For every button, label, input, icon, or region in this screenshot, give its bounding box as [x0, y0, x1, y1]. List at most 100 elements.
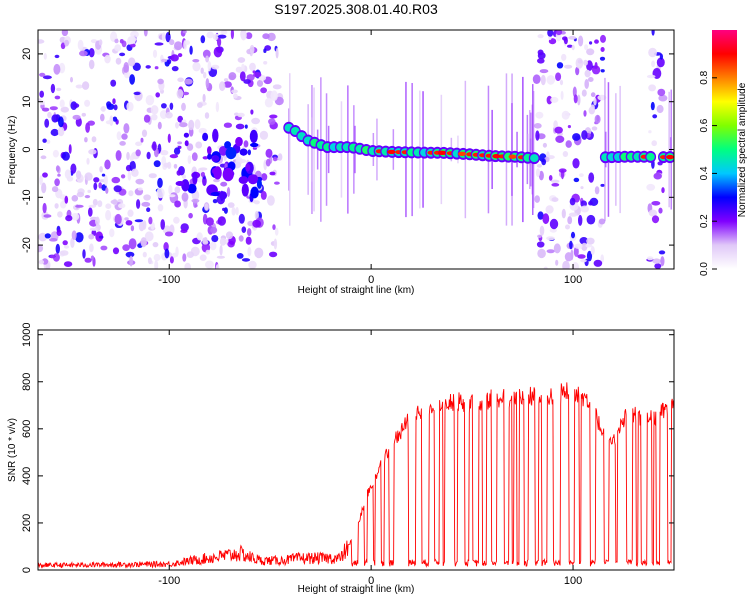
noise-blob [590, 104, 595, 111]
noise-blob [91, 136, 97, 143]
snr-y-tick-label: 0 [21, 567, 33, 573]
noise-blob [566, 44, 573, 48]
noise-blob [600, 69, 605, 73]
noise-blob [535, 168, 541, 178]
noise-blob [539, 225, 545, 236]
smear-streak [288, 108, 290, 191]
smear-streak [505, 73, 508, 226]
noise-blob [50, 128, 59, 137]
noise-blob [263, 48, 267, 53]
noise-blob [81, 112, 87, 117]
noise-blob [164, 248, 170, 259]
noise-blob [60, 250, 69, 256]
noise-blob [580, 259, 587, 263]
noise-blob [252, 219, 262, 228]
noise-blob [228, 72, 237, 81]
noise-blob [123, 123, 130, 134]
noise-blob [658, 94, 668, 102]
noise-blob [199, 254, 207, 261]
noise-blob [540, 74, 546, 86]
noise-blob [57, 211, 63, 218]
noise-blob [174, 41, 183, 51]
noise-blob [202, 156, 209, 160]
noise-blob [133, 91, 141, 96]
colorbar-ticks: 0.0 0.2 0.4 0.6 0.8 [699, 70, 717, 276]
noise-blob [658, 207, 663, 214]
noise-blob [204, 203, 209, 211]
spectrogram-y-tick-label: -10 [21, 189, 33, 205]
noise-blob [654, 263, 662, 269]
noise-blob [565, 224, 570, 230]
noise-blob [105, 187, 109, 194]
noise-blob [651, 30, 655, 36]
noise-blob [58, 62, 66, 74]
noise-blob [545, 205, 554, 214]
noise-blob [42, 75, 52, 80]
noise-blob [212, 128, 219, 143]
colorbar-tick-label: 0.8 [699, 70, 710, 84]
noise-blob [245, 32, 253, 40]
noise-blob [145, 65, 151, 69]
noise-blob [126, 40, 136, 45]
noise-blob [87, 189, 91, 193]
noise-blob [168, 185, 173, 195]
noise-blob [658, 250, 666, 255]
noise-blob [207, 61, 212, 72]
noise-blob [202, 93, 206, 103]
noise-blob [537, 211, 544, 220]
noise-blob [49, 238, 58, 242]
noise-blob [114, 213, 122, 225]
noise-blob [52, 149, 60, 158]
noise-blob [73, 103, 80, 108]
noise-blob [648, 130, 652, 134]
noise-blob [146, 151, 151, 160]
noise-blob [652, 258, 661, 264]
noise-blob [122, 244, 130, 252]
noise-blob [209, 241, 217, 251]
noise-blob [62, 240, 68, 246]
noise-blob [84, 195, 91, 199]
noise-blob [114, 44, 122, 52]
noise-blob [70, 76, 73, 83]
signal-peak [666, 154, 674, 160]
noise-blob [535, 130, 540, 141]
noise-blob [55, 165, 60, 172]
noise-blob [84, 257, 92, 263]
noise-blob [181, 174, 187, 179]
noise-blob [245, 163, 251, 172]
noise-blob [134, 219, 144, 223]
noise-blob [174, 200, 182, 208]
noise-blob [594, 186, 600, 195]
noise-blob [247, 220, 255, 227]
noise-blob [269, 114, 278, 119]
noise-blob [165, 111, 173, 119]
colorbar-label: Normalized spectral amplitude [737, 82, 748, 217]
noise-blob [183, 40, 188, 50]
noise-blob [93, 182, 98, 191]
noise-blob [135, 149, 141, 157]
noise-blob [64, 169, 71, 179]
noise-blob [127, 171, 132, 181]
noise-blob [571, 231, 575, 239]
noise-blob [60, 200, 67, 209]
noise-blob [125, 220, 133, 226]
noise-blob [230, 30, 234, 40]
noise-blob [114, 38, 119, 44]
noise-blob [575, 66, 580, 76]
noise-blob [169, 39, 175, 46]
noise-blob [101, 173, 106, 177]
noise-blob [202, 237, 207, 244]
noise-blob [88, 204, 97, 208]
snr-x-tick-label: 100 [564, 575, 582, 587]
noise-blob [129, 154, 134, 162]
noise-blob [38, 244, 44, 253]
noise-blob [555, 259, 559, 266]
noise-blob [217, 37, 222, 47]
noise-blob [154, 66, 159, 70]
colorbar-tick-label: 0.6 [699, 118, 710, 132]
noise-blob [124, 217, 129, 221]
noise-blob [580, 186, 584, 190]
noise-blob [584, 69, 591, 78]
noise-blob [646, 256, 654, 261]
